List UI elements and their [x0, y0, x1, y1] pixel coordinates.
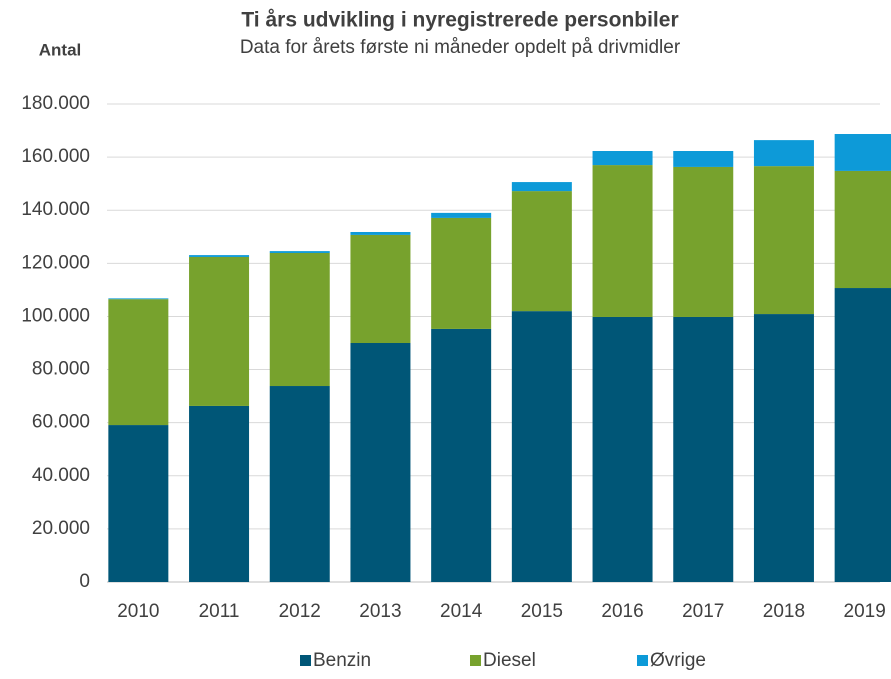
bar-segment — [511, 311, 572, 582]
x-tick-label: 2019 — [844, 601, 886, 622]
legend-swatch — [470, 655, 481, 666]
bar-segment — [269, 252, 330, 387]
y-tick-label: 180.000 — [21, 93, 90, 114]
bar-segment — [350, 231, 411, 235]
x-tick-label: 2014 — [440, 601, 483, 622]
legend-swatch — [300, 655, 311, 666]
bar-segment — [673, 151, 734, 167]
bar-segment — [592, 151, 653, 166]
x-tick-label: 2015 — [521, 601, 563, 622]
bar-segment — [108, 425, 169, 582]
bar-segment — [592, 165, 653, 317]
bar-segment — [189, 256, 250, 406]
bar-segment — [753, 314, 814, 582]
x-tick-label: 2017 — [682, 601, 724, 622]
y-tick-label: 80.000 — [32, 359, 90, 380]
bar-segment — [511, 182, 572, 192]
y-axis-label: Antal — [39, 40, 82, 59]
y-tick-label: 40.000 — [32, 465, 90, 486]
bar-segment — [673, 316, 734, 582]
x-tick-label: 2012 — [279, 601, 321, 622]
x-tick-label: 2013 — [359, 601, 401, 622]
legend-label: Benzin — [313, 650, 371, 671]
bar-segment — [834, 170, 891, 289]
bar-segment — [350, 343, 411, 582]
bar-segment — [753, 166, 814, 315]
bar-segment — [350, 234, 411, 343]
y-tick-label: 160.000 — [21, 146, 90, 167]
bar-segment — [269, 251, 330, 253]
chart-title: Ti års udvikling i nyregistrerede person… — [241, 9, 678, 32]
x-tick-label: 2010 — [117, 601, 159, 622]
y-tick-label: 60.000 — [32, 412, 90, 433]
bar-segment — [431, 328, 492, 582]
legend-label: Øvrige — [650, 650, 706, 671]
bar-segment — [189, 255, 250, 257]
chart-subtitle: Data for årets første ni måneder opdelt … — [240, 37, 681, 58]
bar-segment — [592, 316, 653, 582]
bar-segment — [431, 217, 492, 329]
bar-segment — [108, 299, 169, 426]
y-tick-label: 120.000 — [21, 252, 90, 273]
legend-label: Diesel — [483, 650, 536, 671]
bar-segment — [189, 405, 250, 582]
bar-segment — [834, 288, 891, 582]
y-tick-label: 140.000 — [21, 199, 90, 220]
bar-segment — [834, 134, 891, 171]
y-tick-label: 0 — [79, 571, 90, 592]
legend-swatch — [637, 655, 648, 666]
y-tick-label: 100.000 — [21, 305, 90, 326]
y-tick-label: 20.000 — [32, 518, 90, 539]
bar-segment — [108, 298, 169, 300]
bar-segment — [753, 140, 814, 167]
bar-segment — [511, 191, 572, 312]
bar-segment — [269, 386, 330, 582]
x-tick-label: 2011 — [199, 601, 240, 622]
x-tick-label: 2018 — [763, 601, 805, 622]
bar-segment — [673, 166, 734, 317]
bar-segment — [431, 212, 492, 218]
x-tick-label: 2016 — [601, 601, 643, 622]
